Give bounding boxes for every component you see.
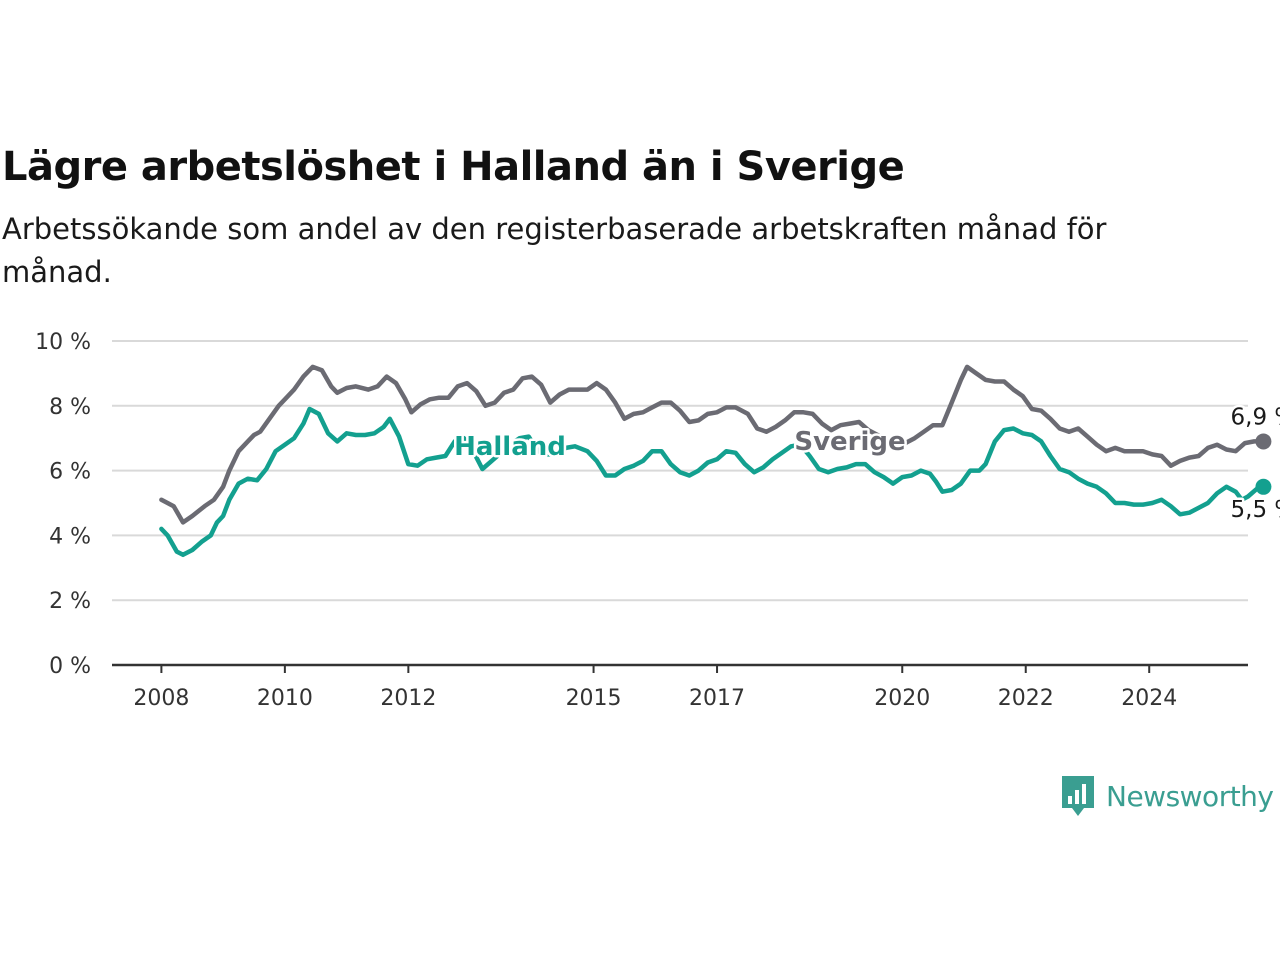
x-tick-label: 2012 [380, 686, 436, 711]
end-value-label: 5,5 % [1231, 497, 1280, 523]
end-value-label: 6,9 % [1231, 404, 1280, 430]
series-line-sverige [159, 364, 1266, 525]
series-endpoint-halland [1255, 478, 1272, 495]
chart-title: Lägre arbetslöshet i Halland än i Sverig… [2, 144, 905, 190]
series-label-sverige: Sverige [794, 427, 905, 457]
series-labels: Sverige Halland 6,9 % 5,5 % [452, 402, 1280, 525]
series-endpoint-sverige [1255, 433, 1272, 450]
newsworthy-chart-logo-icon [1062, 776, 1094, 816]
series-label-halland: Halland [454, 432, 566, 462]
x-tick-label: 2020 [874, 686, 930, 711]
chart-subtitle: Arbetssökande som andel av den registerb… [2, 212, 1107, 289]
brand-name: Newsworthy [1106, 779, 1274, 813]
x-tick-label: 2015 [566, 686, 622, 711]
x-tick-label: 2024 [1121, 686, 1177, 711]
x-tick-label: 2022 [998, 686, 1054, 711]
y-tick-label: 0 % [49, 654, 91, 679]
y-tick-label: 6 % [49, 460, 91, 485]
y-tick-label: 4 % [49, 524, 91, 549]
series-line-halland [159, 406, 1266, 558]
series-group [159, 364, 1272, 558]
x-tick-label: 2008 [133, 686, 189, 711]
x-tick-label: 2010 [257, 686, 313, 711]
y-axis: 0 % 2 % 4 % 6 % 8 % 10 % [35, 330, 91, 679]
y-tick-label: 8 % [49, 395, 91, 420]
x-axis: 2008 2010 2012 2015 2017 2020 2022 2024 [112, 663, 1248, 711]
y-tick-label: 2 % [49, 589, 91, 614]
newsworthy-logo[interactable]: Newsworthy [1060, 774, 1274, 818]
x-tick-label: 2017 [689, 686, 745, 711]
y-tick-label: 10 % [35, 330, 91, 355]
